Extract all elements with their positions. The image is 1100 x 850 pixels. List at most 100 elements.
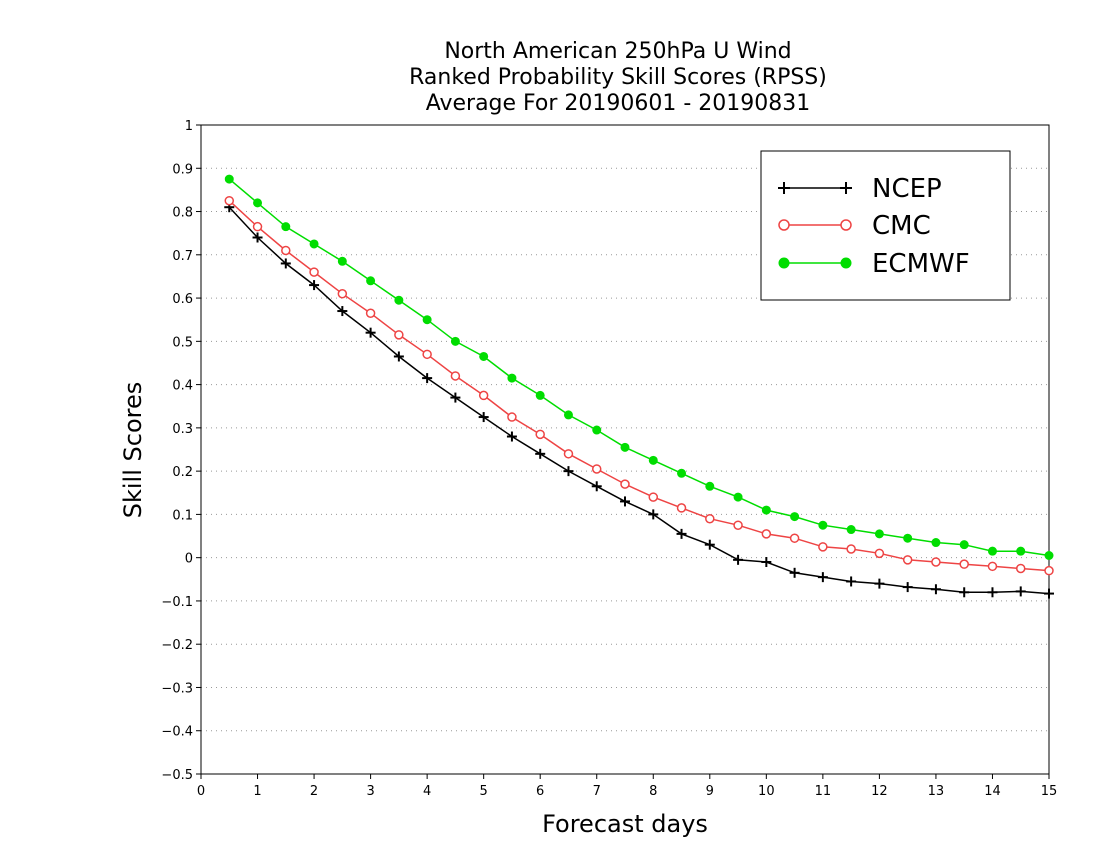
series-ecmwf-point (479, 351, 489, 361)
legend-marker-cmc (778, 219, 790, 231)
series-ecmwf-point (563, 410, 573, 420)
legend-marker-ecmwf (778, 257, 790, 269)
series-ncep-point (1015, 586, 1026, 597)
x-tick-label: 3 (366, 784, 374, 799)
series-cmc-point (422, 349, 432, 360)
series-ecmwf-point (366, 276, 376, 286)
y-tick-label: −0.4 (161, 725, 193, 740)
chart-legend: NCEP CMC ECMWF (760, 150, 1011, 301)
x-tick-label: 5 (480, 784, 488, 799)
legend-marker-cmc (840, 219, 852, 231)
series-cmc-point (591, 464, 602, 474)
series-cmc (224, 195, 1054, 576)
y-tick-label: 0.4 (172, 379, 193, 394)
series-ecmwf-point (733, 492, 743, 502)
x-tick-label: 11 (815, 784, 832, 799)
series-ecmwf-point (705, 481, 715, 491)
series-cmc-point (281, 245, 291, 256)
y-tick-label: −0.3 (161, 681, 193, 696)
series-ncep-point (761, 556, 772, 567)
series-ecmwf-line (228, 178, 1050, 557)
title-line-3: Average For 20190601 - 20190831 (426, 91, 811, 116)
y-tick-label: 0.1 (172, 508, 193, 523)
y-tick-label: −0.5 (161, 768, 193, 783)
series-ncep-point (591, 481, 602, 492)
legend-entry-ecmwf: ECMWF (778, 249, 970, 279)
series-ncep-point (987, 587, 998, 598)
x-tick-label: 4 (423, 784, 431, 799)
series-ecmwf-point (818, 520, 828, 530)
x-tick-label: 6 (536, 784, 544, 799)
y-tick-label: 0.6 (172, 292, 193, 307)
series-ncep-point (1044, 588, 1054, 599)
series-ecmwf-point (224, 174, 234, 184)
series-ecmwf-point (874, 529, 884, 539)
y-tick-label: −0.2 (161, 638, 193, 653)
series-ecmwf-point (620, 442, 630, 452)
series-ecmwf-point (761, 505, 771, 515)
series-cmc-point (450, 371, 461, 381)
y-tick-label: 0.2 (172, 465, 193, 480)
series-ncep-point (450, 392, 461, 403)
series-ncep-point (676, 528, 687, 539)
legend-marker-ncep (840, 182, 852, 194)
series-ecmwf-point (903, 533, 913, 543)
series-cmc-point (846, 544, 856, 554)
series-ncep-point (280, 258, 291, 269)
x-tick-label: 10 (758, 784, 775, 799)
series-cmc-point (337, 288, 348, 299)
series-ecmwf-point (253, 198, 263, 208)
series-cmc-point (902, 555, 913, 565)
y-tick-label: 0.3 (172, 422, 193, 437)
series-ecmwf-point (677, 468, 687, 478)
series-ncep-point (789, 567, 800, 578)
series-ncep-point (252, 232, 263, 243)
series-ncep-point (309, 280, 320, 291)
series-ncep-point (393, 351, 404, 362)
x-tick-label: 14 (984, 784, 1001, 799)
x-tick-label: 0 (197, 784, 205, 799)
series-ncep (224, 202, 1054, 599)
series-cmc-point (874, 548, 885, 559)
legend-entry-cmc: CMC (778, 211, 931, 241)
series-ecmwf-point (592, 425, 602, 435)
series-cmc-point (959, 559, 969, 569)
series-ecmwf-point (959, 540, 969, 550)
x-tick-label: 8 (649, 784, 657, 799)
series-ncep-point (817, 572, 828, 583)
legend-items: NCEP CMC ECMWF (778, 174, 970, 279)
series-cmc-point (252, 221, 263, 232)
x-tick-label: 7 (593, 784, 601, 799)
series-ecmwf-point (309, 239, 319, 249)
series-ncep-point (902, 582, 913, 593)
y-tick-label: 1 (185, 119, 193, 134)
series-ncep-point (563, 466, 574, 477)
y-tick-label: 0.7 (172, 249, 193, 264)
x-tick-label: 1 (253, 784, 261, 799)
series-ncep-point (337, 306, 348, 317)
series-ncep-point (535, 448, 546, 459)
series-cmc-point (1015, 563, 1026, 574)
series-cmc-point (365, 308, 376, 318)
x-tick-label: 15 (1041, 784, 1058, 799)
y-tick-label: −0.1 (161, 595, 193, 610)
series-ncep-point (733, 554, 744, 565)
series-ncep-point (478, 412, 489, 423)
legend-label-cmc: CMC (872, 211, 931, 241)
x-tick-label: 2 (310, 784, 318, 799)
series-cmc-point (818, 542, 828, 552)
y-axis-label: Skill Scores (119, 382, 147, 519)
series-ecmwf (224, 174, 1054, 561)
series-ecmwf-point (281, 222, 291, 232)
series-cmc-point (224, 195, 235, 206)
series-cmc-point (394, 330, 404, 340)
x-axis-label: Forecast days (542, 810, 708, 838)
series-ecmwf-point (1016, 546, 1026, 556)
series-cmc-point (620, 479, 630, 489)
title-line-1: North American 250hPa U Wind (444, 39, 791, 64)
chart-title: North American 250hPa U Wind Ranked Prob… (409, 39, 827, 116)
series-cmc-point (761, 529, 772, 539)
series-layer (224, 174, 1054, 599)
series-cmc-point (733, 520, 743, 530)
legend-label-ncep: NCEP (872, 174, 942, 204)
